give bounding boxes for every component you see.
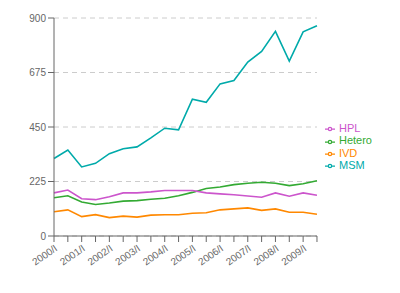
svg-text:2009/I: 2009/I (279, 242, 308, 267)
svg-text:2006/I: 2006/I (196, 242, 225, 267)
svg-text:2001/I: 2001/I (58, 242, 87, 267)
svg-text:0: 0 (40, 231, 46, 242)
html-text:HPL: HPL (339, 122, 361, 135)
html-text:Hetero: Hetero (339, 134, 372, 147)
svg-text:900: 900 (29, 13, 46, 24)
svg-text:2000/I: 2000/I (30, 242, 59, 267)
svg-text:225: 225 (29, 176, 46, 187)
svg-text:2005/I: 2005/I (169, 242, 198, 267)
svg-text:2008/I: 2008/I (252, 242, 281, 267)
html-text:MSM: MSM (339, 158, 365, 171)
svg-text:2002/I: 2002/I (85, 242, 114, 267)
svg-text:2007/I: 2007/I (224, 242, 253, 267)
svg-text:2003/I: 2003/I (113, 242, 142, 267)
svg-text:450: 450 (29, 122, 46, 133)
svg-text:2004/I: 2004/I (141, 242, 170, 267)
html-text:IVD: IVD (339, 146, 358, 159)
svg-text:675: 675 (29, 67, 46, 78)
